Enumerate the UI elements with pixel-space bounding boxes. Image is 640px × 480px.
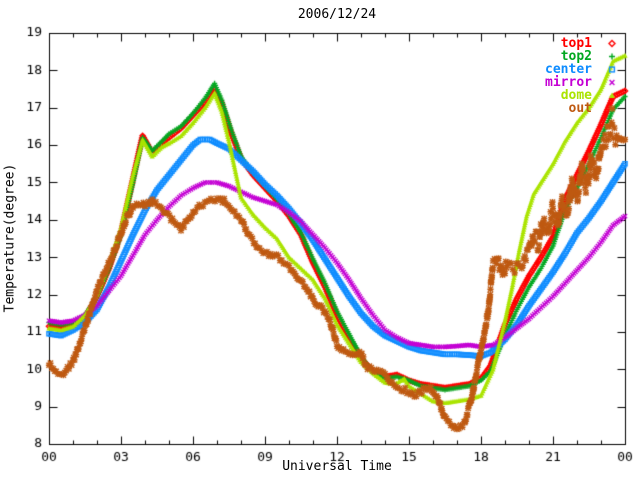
legend-label-center: center	[545, 62, 592, 77]
legend-label-dome: dome	[560, 88, 592, 103]
legend-item-out: out	[545, 101, 622, 116]
legend-item-center: center	[545, 62, 622, 77]
x-axis-label: Universal Time	[282, 459, 392, 474]
legend: top1 top2 center mirror dome out	[545, 36, 622, 116]
legend-label-top2: top2	[560, 49, 592, 64]
legend-item-dome: dome	[545, 88, 622, 103]
legend-label-top1: top1	[560, 36, 592, 51]
legend-item-mirror: mirror	[545, 75, 622, 90]
legend-item-top2: top2	[545, 49, 622, 64]
chart-title: 2006/12/24	[297, 7, 377, 22]
legend-label-mirror: mirror	[545, 75, 592, 90]
legend-label-out: out	[568, 101, 592, 116]
y-axis-label: Temperature(degree)	[2, 163, 18, 313]
legend-item-top1: top1	[545, 36, 622, 51]
